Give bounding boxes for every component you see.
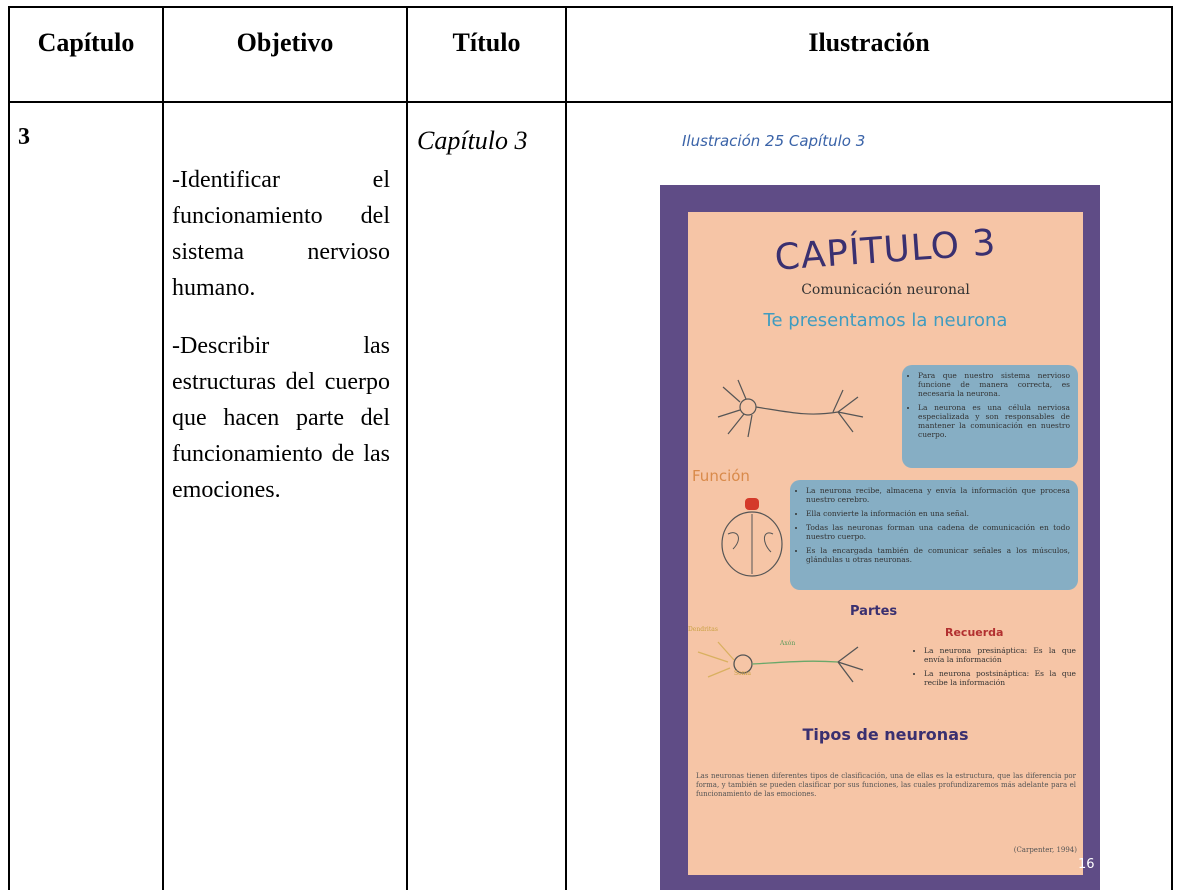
table-border <box>8 6 1173 8</box>
table-border <box>8 6 10 890</box>
info-point: La neurona recibe, almacena y envía la i… <box>806 486 1070 504</box>
objective: -Describir las estructuras del cuerpo qu… <box>172 333 390 503</box>
column-header: Objetivo <box>236 28 334 57</box>
info-box: La neurona recibe, almacena y envía la i… <box>790 480 1078 590</box>
illustration: CAPÍTULO 3 Comunicación neuronal Te pres… <box>660 185 1100 890</box>
table-border <box>162 6 164 890</box>
remember-list: La neurona presináptica: Es la que envía… <box>916 646 1076 692</box>
part-label: Axón <box>780 640 796 647</box>
chapter-title: Capítulo 3 <box>417 126 528 155</box>
table-border <box>565 6 567 890</box>
table-border <box>1171 6 1173 890</box>
table-border <box>406 6 408 890</box>
paragraph: Las neuronas tienen diferentes tipos de … <box>696 772 1076 798</box>
page-number: 16 <box>1078 857 1095 872</box>
column-header: Título <box>452 28 521 57</box>
info-box: Para que nuestro sistema nervioso funcio… <box>902 365 1078 468</box>
section-title: Te presentamos la neurona <box>763 310 1008 331</box>
part-label: Soma <box>734 670 751 677</box>
remember-point: La neurona presináptica: Es la que envía… <box>924 646 1076 664</box>
objective: -Identificar el funcionamiento del siste… <box>172 167 390 301</box>
table-border <box>8 101 1173 103</box>
info-point: Para que nuestro sistema nervioso funcio… <box>918 371 1070 398</box>
brain-drawing <box>721 498 783 577</box>
section-title: Recuerda <box>945 626 1004 639</box>
neuron-parts-drawing <box>697 641 864 683</box>
illustration-page: CAPÍTULO 3 Comunicación neuronal Te pres… <box>688 212 1083 875</box>
citation: (Carpenter, 1994) <box>1013 846 1077 854</box>
info-point: La neurona es una célula nerviosa especi… <box>918 403 1070 439</box>
chapter-number: 3 <box>18 124 30 150</box>
illustration-subtitle: Comunicación neuronal <box>801 282 970 298</box>
objectives: -Identificar el funcionamiento del siste… <box>172 162 390 530</box>
info-point: Todas las neuronas forman una cadena de … <box>806 523 1070 541</box>
section-title: Partes <box>850 604 898 619</box>
neuron-drawing <box>717 379 864 438</box>
column-header: Ilustración <box>808 28 930 57</box>
info-point: Ella convierte la información en una señ… <box>806 509 1070 518</box>
remember-point: La neurona postsináptica: Es la que reci… <box>924 669 1076 687</box>
figure-caption: Ilustración 25 Capítulo 3 <box>682 132 866 150</box>
info-point: Es la encargada también de comunicar señ… <box>806 546 1070 564</box>
column-header: Capítulo <box>37 28 135 57</box>
section-title: Función <box>692 467 750 485</box>
section-title: Tipos de neuronas <box>802 725 969 744</box>
illustration-heading: CAPÍTULO 3 <box>773 222 998 279</box>
part-label: Dendritas <box>688 626 718 633</box>
